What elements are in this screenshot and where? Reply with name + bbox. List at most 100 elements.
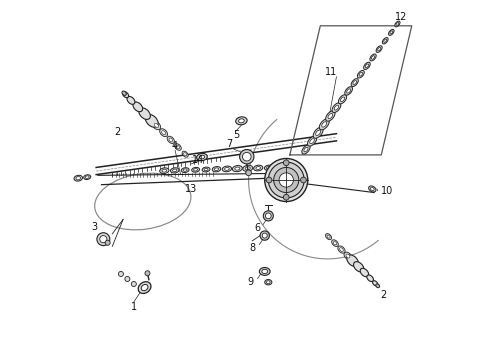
Text: 13: 13 (185, 184, 197, 194)
Ellipse shape (325, 234, 332, 240)
Ellipse shape (253, 165, 263, 171)
Ellipse shape (162, 131, 166, 135)
Ellipse shape (146, 114, 158, 127)
Ellipse shape (327, 235, 330, 238)
Ellipse shape (235, 167, 240, 170)
Ellipse shape (160, 168, 169, 174)
Circle shape (119, 271, 123, 276)
Ellipse shape (302, 145, 310, 154)
Ellipse shape (167, 136, 174, 144)
Ellipse shape (333, 242, 337, 245)
Circle shape (243, 152, 251, 161)
Text: 12: 12 (395, 12, 407, 22)
Ellipse shape (367, 275, 373, 282)
Text: 8: 8 (249, 243, 255, 253)
Circle shape (283, 194, 289, 200)
Circle shape (262, 233, 267, 238)
Circle shape (105, 240, 110, 245)
Circle shape (240, 149, 254, 164)
Circle shape (97, 233, 110, 246)
Ellipse shape (368, 186, 376, 192)
Ellipse shape (304, 147, 308, 152)
Ellipse shape (351, 78, 358, 86)
Ellipse shape (224, 167, 229, 170)
Ellipse shape (265, 165, 273, 170)
Ellipse shape (316, 130, 320, 135)
Ellipse shape (171, 168, 179, 173)
Ellipse shape (84, 175, 91, 180)
Ellipse shape (308, 136, 317, 146)
Ellipse shape (365, 64, 368, 68)
Text: 1: 1 (131, 302, 137, 312)
Text: 6: 6 (254, 224, 261, 233)
Ellipse shape (181, 168, 189, 172)
Ellipse shape (345, 87, 352, 95)
Ellipse shape (154, 123, 159, 127)
Ellipse shape (346, 254, 350, 258)
Ellipse shape (322, 122, 327, 127)
Ellipse shape (259, 267, 270, 275)
Ellipse shape (326, 111, 335, 121)
Ellipse shape (222, 166, 232, 172)
Ellipse shape (344, 252, 352, 260)
Ellipse shape (183, 169, 187, 171)
Ellipse shape (122, 91, 126, 95)
Ellipse shape (138, 282, 151, 293)
Ellipse shape (347, 89, 350, 93)
Ellipse shape (382, 37, 388, 44)
Circle shape (145, 271, 150, 276)
Ellipse shape (395, 21, 400, 27)
Text: 4: 4 (172, 141, 178, 151)
Ellipse shape (360, 268, 368, 277)
Ellipse shape (267, 281, 270, 284)
Circle shape (263, 211, 273, 221)
Ellipse shape (310, 139, 315, 144)
Ellipse shape (275, 165, 283, 170)
Circle shape (279, 173, 294, 187)
Ellipse shape (340, 248, 343, 251)
Ellipse shape (313, 127, 323, 138)
Ellipse shape (236, 117, 247, 125)
Ellipse shape (389, 30, 394, 35)
Ellipse shape (319, 119, 329, 130)
Ellipse shape (338, 246, 345, 253)
Ellipse shape (243, 165, 253, 171)
Ellipse shape (277, 166, 281, 168)
Text: 11: 11 (325, 67, 337, 77)
Circle shape (269, 162, 304, 198)
Ellipse shape (152, 121, 161, 130)
Text: 14: 14 (192, 155, 204, 165)
Circle shape (266, 177, 272, 183)
Ellipse shape (267, 166, 271, 169)
Ellipse shape (378, 48, 381, 51)
Ellipse shape (245, 167, 250, 170)
Text: 2: 2 (115, 127, 121, 136)
Text: 10: 10 (381, 186, 393, 196)
Text: 7: 7 (226, 139, 232, 149)
Ellipse shape (196, 153, 207, 161)
Ellipse shape (169, 138, 172, 141)
Ellipse shape (85, 176, 89, 179)
Ellipse shape (354, 262, 364, 272)
Circle shape (245, 170, 251, 176)
Ellipse shape (370, 54, 376, 61)
Ellipse shape (232, 166, 243, 172)
Ellipse shape (162, 169, 167, 172)
Ellipse shape (127, 96, 135, 104)
Ellipse shape (372, 281, 378, 286)
Ellipse shape (359, 72, 363, 76)
Ellipse shape (160, 129, 168, 136)
Ellipse shape (202, 167, 210, 172)
Ellipse shape (265, 279, 272, 285)
Text: 9: 9 (247, 277, 253, 287)
Ellipse shape (172, 169, 177, 172)
Ellipse shape (341, 97, 344, 102)
Ellipse shape (256, 167, 261, 170)
Ellipse shape (370, 187, 374, 190)
Ellipse shape (353, 81, 357, 85)
Ellipse shape (212, 167, 221, 172)
Ellipse shape (239, 119, 245, 123)
Circle shape (131, 282, 136, 287)
Ellipse shape (262, 269, 268, 274)
Text: 3: 3 (91, 222, 98, 231)
